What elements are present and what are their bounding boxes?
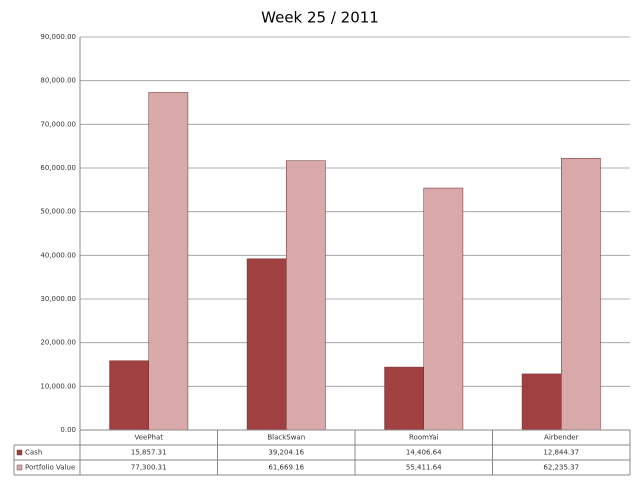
x-tick-label: VeePhat <box>134 434 163 442</box>
legend-swatch <box>16 449 23 456</box>
x-tick-label: RoomYai <box>409 434 439 442</box>
bar <box>423 187 464 431</box>
y-tick-label: 30,000.00 <box>40 295 76 303</box>
value-label: 14,406.64 <box>406 449 442 457</box>
legend-label: Cash <box>25 449 42 457</box>
value-label: 62,235.37 <box>543 464 579 472</box>
bar <box>109 360 149 431</box>
value-label: 77,300.31 <box>131 464 167 472</box>
y-tick-label: 40,000.00 <box>40 251 76 259</box>
y-tick-label: 60,000.00 <box>40 164 76 172</box>
y-tick-label: 70,000.00 <box>40 120 76 128</box>
bar <box>384 366 424 431</box>
bar <box>246 258 287 431</box>
value-label: 12,844.37 <box>543 449 579 457</box>
bar <box>148 92 189 431</box>
y-tick-label: 0.00 <box>60 426 76 434</box>
y-tick-label: 50,000.00 <box>40 208 76 216</box>
value-label: 39,204.16 <box>268 449 304 457</box>
bar <box>561 157 601 431</box>
bar <box>521 373 562 431</box>
x-tick-label: Airbender <box>544 434 579 442</box>
y-tick-label: 90,000.00 <box>40 33 76 41</box>
value-label: 55,411.64 <box>406 464 442 472</box>
y-tick-label: 80,000.00 <box>40 77 76 85</box>
x-tick-label: BlackSwan <box>267 434 305 442</box>
legend-swatch <box>16 464 23 471</box>
chart-title: Week 25 / 2011 <box>261 9 379 27</box>
value-label: 15,857.31 <box>131 449 167 457</box>
y-tick-label: 20,000.00 <box>40 339 76 347</box>
bar <box>286 160 326 431</box>
y-tick-label: 10,000.00 <box>40 382 76 390</box>
legend-label: Portfolio Value <box>25 464 75 472</box>
value-label: 61,669.16 <box>268 464 304 472</box>
